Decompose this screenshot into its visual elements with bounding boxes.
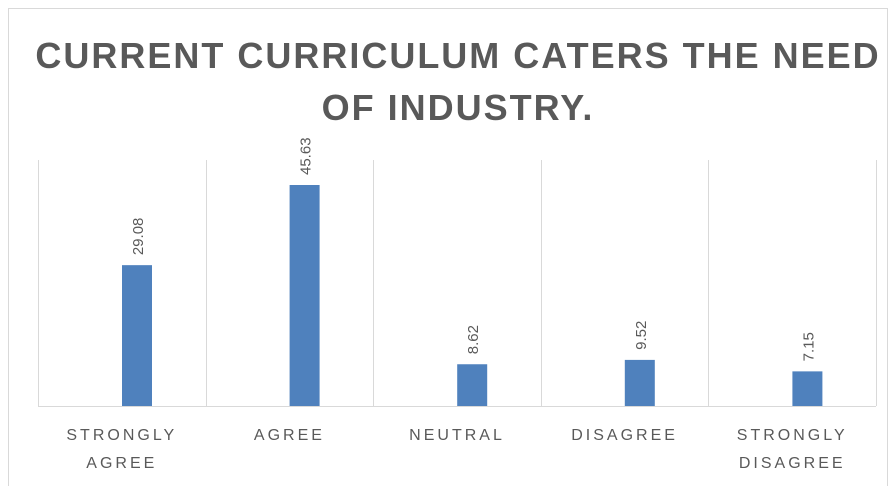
chart-title: CURRENT CURRICULUM CATERS THE NEED OF IN…: [35, 35, 881, 128]
data-label: 45.63: [298, 137, 315, 175]
category-label: AGREE: [86, 455, 157, 472]
bar: [624, 359, 655, 406]
category-label: AGREE: [254, 427, 325, 444]
bar: [457, 364, 488, 406]
data-label: 29.08: [130, 218, 147, 256]
chart-frame: [8, 8, 888, 486]
data-label: 7.15: [800, 332, 817, 361]
category-label: DISAGREE: [571, 427, 678, 444]
category-label: STRONGLY: [66, 427, 177, 444]
bar: [122, 265, 152, 406]
data-label: 9.52: [633, 321, 650, 350]
bar: [792, 371, 823, 406]
category-label: DISAGREE: [739, 455, 846, 472]
category-label: NEUTRAL: [409, 427, 505, 444]
data-label: 8.62: [465, 325, 482, 354]
bar: [289, 185, 320, 406]
category-label: STRONGLY: [737, 427, 848, 444]
